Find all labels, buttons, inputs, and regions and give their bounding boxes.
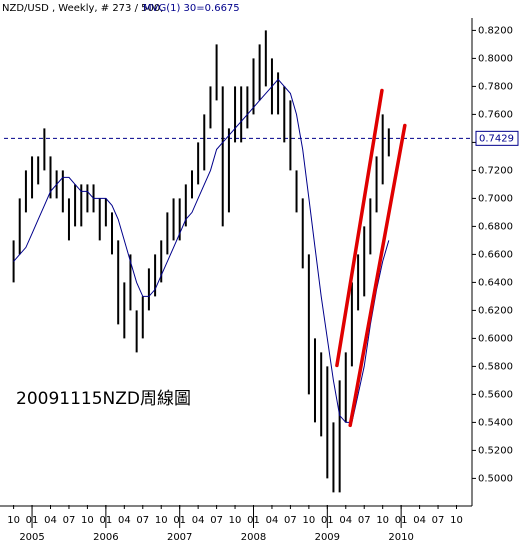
y-tick-label: 0.5000 bbox=[478, 473, 513, 484]
x-tick-label: 10 bbox=[376, 515, 389, 526]
y-tick-label: 0.5400 bbox=[478, 417, 513, 428]
y-tick-label: 0.5200 bbox=[478, 445, 513, 456]
y-tick-label: 0.7800 bbox=[478, 81, 513, 92]
year-label: 2006 bbox=[93, 532, 118, 543]
y-tick-label: 0.6400 bbox=[478, 277, 513, 288]
x-tick-label: 10 bbox=[450, 515, 463, 526]
y-tick-label: 0.7600 bbox=[478, 109, 513, 120]
x-tick-label: 04 bbox=[44, 515, 57, 526]
year-label: 2009 bbox=[315, 532, 340, 543]
x-tick-label: 07 bbox=[284, 515, 297, 526]
y-tick-label: 0.7000 bbox=[478, 193, 513, 204]
x-tick-label: 10 bbox=[155, 515, 168, 526]
trendline bbox=[335, 88, 384, 368]
year-label: 2007 bbox=[167, 532, 192, 543]
y-tick-label: 0.5600 bbox=[478, 389, 513, 400]
x-tick-label: 10 bbox=[81, 515, 94, 526]
year-label: 2010 bbox=[388, 532, 413, 543]
last-price-label: 0.7429 bbox=[479, 133, 514, 144]
y-tick-label: 0.8200 bbox=[478, 25, 513, 36]
y-tick-label: 0.6600 bbox=[478, 249, 513, 260]
y-tick-label: 0.6000 bbox=[478, 333, 513, 344]
last-price-box bbox=[475, 130, 519, 146]
x-tick-label: 04 bbox=[413, 515, 426, 526]
x-tick-label: 07 bbox=[358, 515, 371, 526]
y-tick-label: 0.5800 bbox=[478, 361, 513, 372]
x-tick-label: 07 bbox=[63, 515, 76, 526]
x-tick-label: 07 bbox=[210, 515, 223, 526]
y-tick-label: 0.8000 bbox=[478, 53, 513, 64]
indicator-legend: MVG(1) 30=0.6675 bbox=[143, 3, 240, 14]
y-tick-label: 0.6200 bbox=[478, 305, 513, 316]
chart-title: NZD/USD , Weekly, # 273 / 500, bbox=[2, 3, 163, 14]
x-tick-label: 10 bbox=[7, 515, 20, 526]
annotation: 20091115NZD周線圖 bbox=[16, 389, 191, 409]
year-label: 2008 bbox=[241, 532, 266, 543]
x-tick-label: 04 bbox=[118, 515, 131, 526]
x-tick-label: 04 bbox=[266, 515, 279, 526]
year-label: 2005 bbox=[19, 532, 44, 543]
trendline bbox=[348, 123, 407, 428]
x-tick-label: 04 bbox=[192, 515, 205, 526]
moving-average bbox=[13, 78, 390, 423]
x-tick-label: 07 bbox=[136, 515, 149, 526]
y-tick-label: 0.6800 bbox=[478, 221, 513, 232]
x-tick-label: 10 bbox=[302, 515, 315, 526]
x-tick-label: 10 bbox=[229, 515, 242, 526]
x-tick-label: 04 bbox=[339, 515, 352, 526]
y-tick-label: 0.7200 bbox=[478, 165, 513, 176]
x-tick-label: 07 bbox=[432, 515, 445, 526]
